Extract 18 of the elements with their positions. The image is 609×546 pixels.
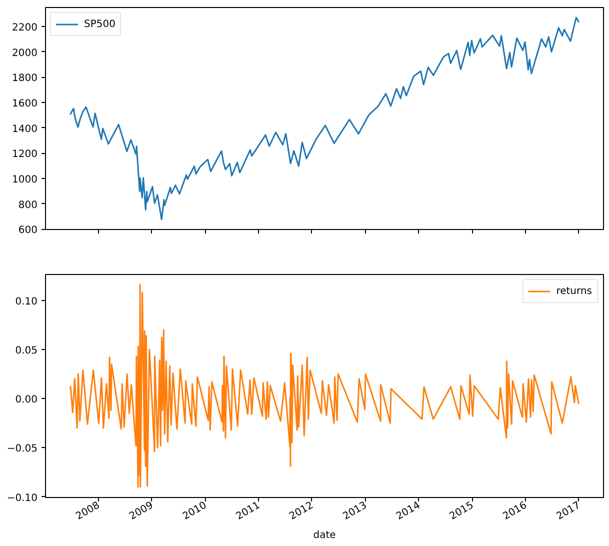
y-tick-label: 2200 xyxy=(12,22,38,34)
y-tick-label: −0.05 xyxy=(6,444,38,455)
y-tick-label: 1800 xyxy=(12,73,38,84)
y-tick-label: −0.10 xyxy=(6,492,38,504)
x-axis-title: date xyxy=(313,530,336,542)
y-tick-label: 1000 xyxy=(12,174,38,186)
y-tick-label: 0.00 xyxy=(15,394,38,406)
y-tick-label: 0.10 xyxy=(15,296,38,308)
y-tick-label: 0.05 xyxy=(15,345,38,356)
y-tick-label: 600 xyxy=(18,225,38,236)
legend-label: SP500 xyxy=(84,18,116,30)
y-tick-label: 1600 xyxy=(12,98,38,110)
line-series xyxy=(70,16,580,220)
y-tick-label: 1400 xyxy=(12,124,38,135)
y-tick-label: 2000 xyxy=(12,48,38,59)
y-tick-label: 1200 xyxy=(12,149,38,160)
y-tick-label: 800 xyxy=(18,200,38,211)
legend-label: returns xyxy=(556,286,592,296)
